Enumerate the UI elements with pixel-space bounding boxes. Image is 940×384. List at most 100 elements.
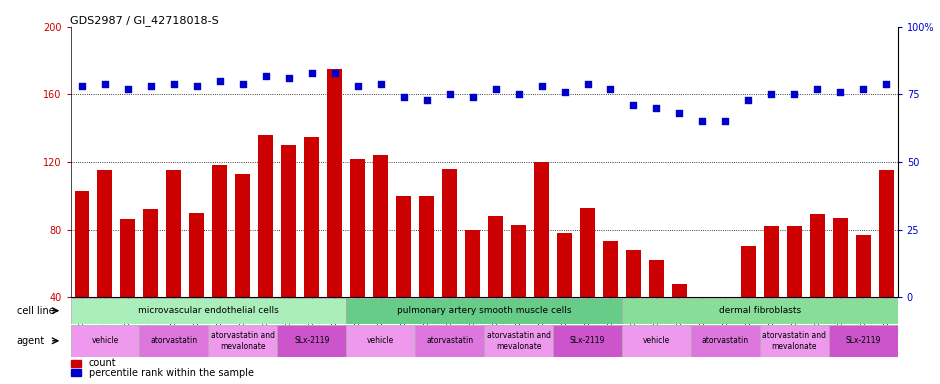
Bar <box>258 135 274 297</box>
Bar <box>70 325 139 357</box>
Point <box>557 89 572 95</box>
Text: atorvastatin: atorvastatin <box>702 336 749 345</box>
Bar <box>787 226 802 297</box>
Bar <box>557 233 572 297</box>
Point <box>120 86 135 92</box>
Bar <box>277 325 346 357</box>
Bar <box>281 145 296 297</box>
Bar <box>580 208 595 297</box>
Text: atorvastatin: atorvastatin <box>150 336 197 345</box>
Bar <box>764 226 778 297</box>
Bar <box>346 325 415 357</box>
Text: atorvastatin: atorvastatin <box>426 336 473 345</box>
Point <box>351 83 366 89</box>
Bar <box>760 325 829 357</box>
Point <box>74 83 89 89</box>
Point <box>98 81 113 87</box>
Bar <box>139 325 209 357</box>
Bar <box>741 247 756 297</box>
Point <box>373 81 388 87</box>
Bar <box>649 260 664 297</box>
Bar <box>305 137 320 297</box>
Bar <box>553 325 622 357</box>
Bar <box>98 170 113 297</box>
Point <box>879 81 894 87</box>
Point <box>580 81 595 87</box>
Text: vehicle: vehicle <box>91 336 118 345</box>
Point <box>672 110 687 116</box>
Bar <box>809 214 824 297</box>
Point <box>833 89 848 95</box>
Point <box>649 105 664 111</box>
Bar <box>511 225 526 297</box>
Bar <box>672 284 687 297</box>
Bar <box>855 235 870 297</box>
Bar <box>622 298 898 324</box>
Bar <box>442 169 457 297</box>
Bar <box>346 298 622 324</box>
Text: agent: agent <box>17 336 45 346</box>
Point <box>419 97 434 103</box>
Point <box>764 91 779 98</box>
Point <box>189 83 204 89</box>
Bar <box>144 209 158 297</box>
Point <box>212 78 227 84</box>
Text: count: count <box>88 358 117 368</box>
Text: vehicle: vehicle <box>643 336 670 345</box>
Bar <box>209 325 277 357</box>
Bar <box>74 191 89 297</box>
Text: percentile rank within the sample: percentile rank within the sample <box>88 367 254 377</box>
Point <box>258 73 274 79</box>
Bar <box>691 325 760 357</box>
Point <box>511 91 526 98</box>
Text: atorvastatin and
mevalonate: atorvastatin and mevalonate <box>211 331 274 351</box>
Bar <box>70 359 81 367</box>
Text: SLx-2119: SLx-2119 <box>294 336 329 345</box>
Bar <box>327 69 342 297</box>
Bar <box>120 219 135 297</box>
Bar <box>351 159 365 297</box>
Point <box>534 83 549 89</box>
Bar <box>879 170 894 297</box>
Bar <box>484 325 553 357</box>
Point <box>166 81 181 87</box>
Bar <box>603 242 618 297</box>
Bar <box>419 196 434 297</box>
Point <box>305 70 320 76</box>
Bar <box>534 162 549 297</box>
Bar <box>465 230 480 297</box>
Point <box>695 118 710 124</box>
Bar <box>166 170 181 297</box>
Text: pulmonary artery smooth muscle cells: pulmonary artery smooth muscle cells <box>397 306 572 315</box>
Point <box>235 81 250 87</box>
Point <box>327 70 342 76</box>
Text: microvascular endothelial cells: microvascular endothelial cells <box>138 306 279 315</box>
Point <box>488 86 503 92</box>
Text: atorvastatin and
mevalonate: atorvastatin and mevalonate <box>487 331 551 351</box>
Bar <box>70 298 346 324</box>
Bar <box>70 369 81 376</box>
Point <box>718 118 733 124</box>
Bar <box>626 250 641 297</box>
Bar <box>833 218 848 297</box>
Point <box>741 97 756 103</box>
Point <box>465 94 480 100</box>
Point <box>281 75 296 81</box>
Bar <box>488 216 503 297</box>
Point <box>603 86 618 92</box>
Point <box>396 94 411 100</box>
Text: SLx-2119: SLx-2119 <box>570 336 605 345</box>
Point <box>809 86 824 92</box>
Text: cell line: cell line <box>17 306 55 316</box>
Point <box>787 91 802 98</box>
Bar <box>622 325 691 357</box>
Point <box>144 83 159 89</box>
Bar <box>415 325 484 357</box>
Point <box>442 91 457 98</box>
Bar <box>189 213 204 297</box>
Bar <box>373 155 388 297</box>
Point <box>855 86 870 92</box>
Bar <box>829 325 898 357</box>
Text: dermal fibroblasts: dermal fibroblasts <box>719 306 801 315</box>
Bar <box>212 166 227 297</box>
